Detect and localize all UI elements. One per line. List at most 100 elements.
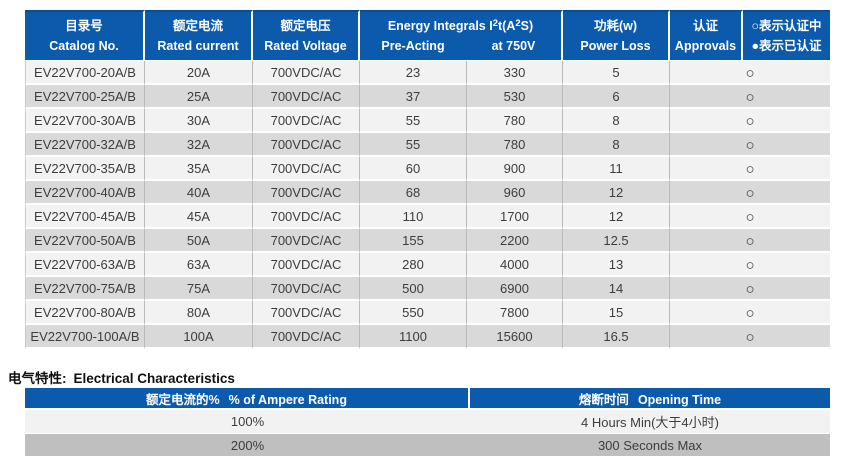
cell-catalog: EV22V700-100A/B: [25, 325, 145, 349]
cell-power-loss: 12: [563, 181, 670, 205]
approval-pending-icon: ○: [745, 328, 755, 346]
approval-pending-icon: ○: [745, 112, 755, 130]
cell-approval: ○: [670, 301, 830, 325]
cell-approval: ○: [670, 277, 830, 301]
cell-percent-rating: 100%: [25, 410, 470, 434]
cell-rated-current: 100A: [145, 325, 253, 349]
spec-header-row: 目录号 Catalog No. 额定电流 Rated current 额定电压 …: [25, 10, 830, 61]
cell-rated-voltage: 700VDC/AC: [253, 205, 360, 229]
table-row: EV22V700-63A/B 63A 700VDC/AC 280 4000 13…: [25, 253, 830, 277]
table-row: EV22V700-45A/B 45A 700VDC/AC 110 1700 12…: [25, 205, 830, 229]
cell-at-750v: 530: [467, 85, 563, 109]
cell-pre-acting: 37: [360, 85, 467, 109]
cell-power-loss: 12: [563, 205, 670, 229]
cell-approval: ○: [670, 61, 830, 85]
cell-at-750v: 780: [467, 109, 563, 133]
col-header-energy-integrals: Energy Integrals I2t(A2S) Pre-Acting at …: [360, 10, 563, 61]
col-header-ampere-rating-en: % of Ampere Rating: [228, 392, 347, 407]
col-header-power-loss-en: Power Loss: [580, 39, 651, 53]
cell-at-750v: 900: [467, 157, 563, 181]
cell-pre-acting: 550: [360, 301, 467, 325]
cell-catalog: EV22V700-45A/B: [25, 205, 145, 229]
cell-pre-acting: 1100: [360, 325, 467, 349]
col-header-pre-acting: Pre-Acting: [381, 39, 445, 53]
col-header-power-loss-zh: 功耗(w): [593, 19, 638, 33]
cell-rated-current: 30A: [145, 109, 253, 133]
cell-rated-voltage: 700VDC/AC: [253, 133, 360, 157]
cell-catalog: EV22V700-35A/B: [25, 157, 145, 181]
table-row: EV22V700-100A/B 100A 700VDC/AC 1100 1560…: [25, 325, 830, 349]
col-header-power-loss: 功耗(w) Power Loss: [563, 10, 670, 61]
cell-at-750v: 6900: [467, 277, 563, 301]
col-header-rated-current-en: Rated current: [157, 39, 239, 53]
cell-rated-voltage: 700VDC/AC: [253, 61, 360, 85]
cell-power-loss: 16.5: [563, 325, 670, 349]
cell-power-loss: 15: [563, 301, 670, 325]
cell-percent-rating: 200%: [25, 434, 470, 456]
cell-catalog: EV22V700-30A/B: [25, 109, 145, 133]
electrical-characteristics-title-zh: 电气特性:: [8, 371, 67, 386]
approval-pending-icon: ○: [745, 280, 755, 298]
cell-at-750v: 4000: [467, 253, 563, 277]
cell-catalog: EV22V700-75A/B: [25, 277, 145, 301]
col-header-approvals: 认证 Approvals: [670, 10, 743, 61]
cell-rated-current: 45A: [145, 205, 253, 229]
fuse-spec-table: 目录号 Catalog No. 额定电流 Rated current 额定电压 …: [25, 10, 830, 349]
approval-pending-icon: ○: [745, 64, 755, 82]
cell-rated-current: 75A: [145, 277, 253, 301]
cell-approval: ○: [670, 205, 830, 229]
cell-power-loss: 8: [563, 109, 670, 133]
cell-pre-acting: 55: [360, 133, 467, 157]
opening-time-header-row: 额定电流的% % of Ampere Rating 熔断时间 Opening Tim…: [25, 388, 830, 410]
cell-pre-acting: 55: [360, 109, 467, 133]
cell-rated-current: 50A: [145, 229, 253, 253]
cell-rated-voltage: 700VDC/AC: [253, 85, 360, 109]
table-row: EV22V700-40A/B 40A 700VDC/AC 68 960 12 ○: [25, 181, 830, 205]
col-header-approval-legend: ○表示认证中 ●表示已认证: [743, 10, 830, 61]
cell-rated-current: 40A: [145, 181, 253, 205]
cell-catalog: EV22V700-80A/B: [25, 301, 145, 325]
cell-pre-acting: 500: [360, 277, 467, 301]
cell-at-750v: 780: [467, 133, 563, 157]
table-row: EV22V700-80A/B 80A 700VDC/AC 550 7800 15…: [25, 301, 830, 325]
cell-at-750v: 2200: [467, 229, 563, 253]
cell-opening-time: 4 Hours Min(大于4小时): [470, 410, 830, 434]
cell-rated-voltage: 700VDC/AC: [253, 109, 360, 133]
cell-rated-current: 32A: [145, 133, 253, 157]
cell-pre-acting: 23: [360, 61, 467, 85]
cell-approval: ○: [670, 181, 830, 205]
opening-time-table: 额定电流的% % of Ampere Rating 熔断时间 Opening Tim…: [25, 388, 830, 456]
approval-pending-icon: ○: [745, 88, 755, 106]
cell-pre-acting: 60: [360, 157, 467, 181]
col-header-rated-voltage: 额定电压 Rated Voltage: [253, 10, 360, 61]
cell-pre-acting: 280: [360, 253, 467, 277]
cell-catalog: EV22V700-50A/B: [25, 229, 145, 253]
cell-catalog: EV22V700-25A/B: [25, 85, 145, 109]
cell-rated-current: 20A: [145, 61, 253, 85]
cell-approval: ○: [670, 109, 830, 133]
cell-opening-time: 300 Seconds Max: [470, 434, 830, 456]
approval-pending-icon: ○: [745, 136, 755, 154]
cell-pre-acting: 68: [360, 181, 467, 205]
cell-rated-voltage: 700VDC/AC: [253, 229, 360, 253]
cell-power-loss: 12.5: [563, 229, 670, 253]
cell-power-loss: 6: [563, 85, 670, 109]
col-header-opening-time-zh: 熔断时间: [578, 392, 629, 407]
cell-catalog: EV22V700-32A/B: [25, 133, 145, 157]
legend-pending: ○表示认证中: [751, 19, 822, 33]
approval-pending-icon: ○: [745, 304, 755, 322]
col-header-at-750v: at 750V: [491, 39, 536, 53]
cell-catalog: EV22V700-63A/B: [25, 253, 145, 277]
cell-approval: ○: [670, 229, 830, 253]
cell-power-loss: 5: [563, 61, 670, 85]
cell-approval: ○: [670, 325, 830, 349]
cell-power-loss: 8: [563, 133, 670, 157]
cell-approval: ○: [670, 157, 830, 181]
electrical-characteristics-title: 电气特性: Electrical Characteristics: [8, 367, 235, 387]
approval-pending-icon: ○: [745, 184, 755, 202]
cell-rated-current: 63A: [145, 253, 253, 277]
col-header-catalog: 目录号 Catalog No.: [25, 10, 145, 61]
cell-approval: ○: [670, 253, 830, 277]
cell-power-loss: 14: [563, 277, 670, 301]
